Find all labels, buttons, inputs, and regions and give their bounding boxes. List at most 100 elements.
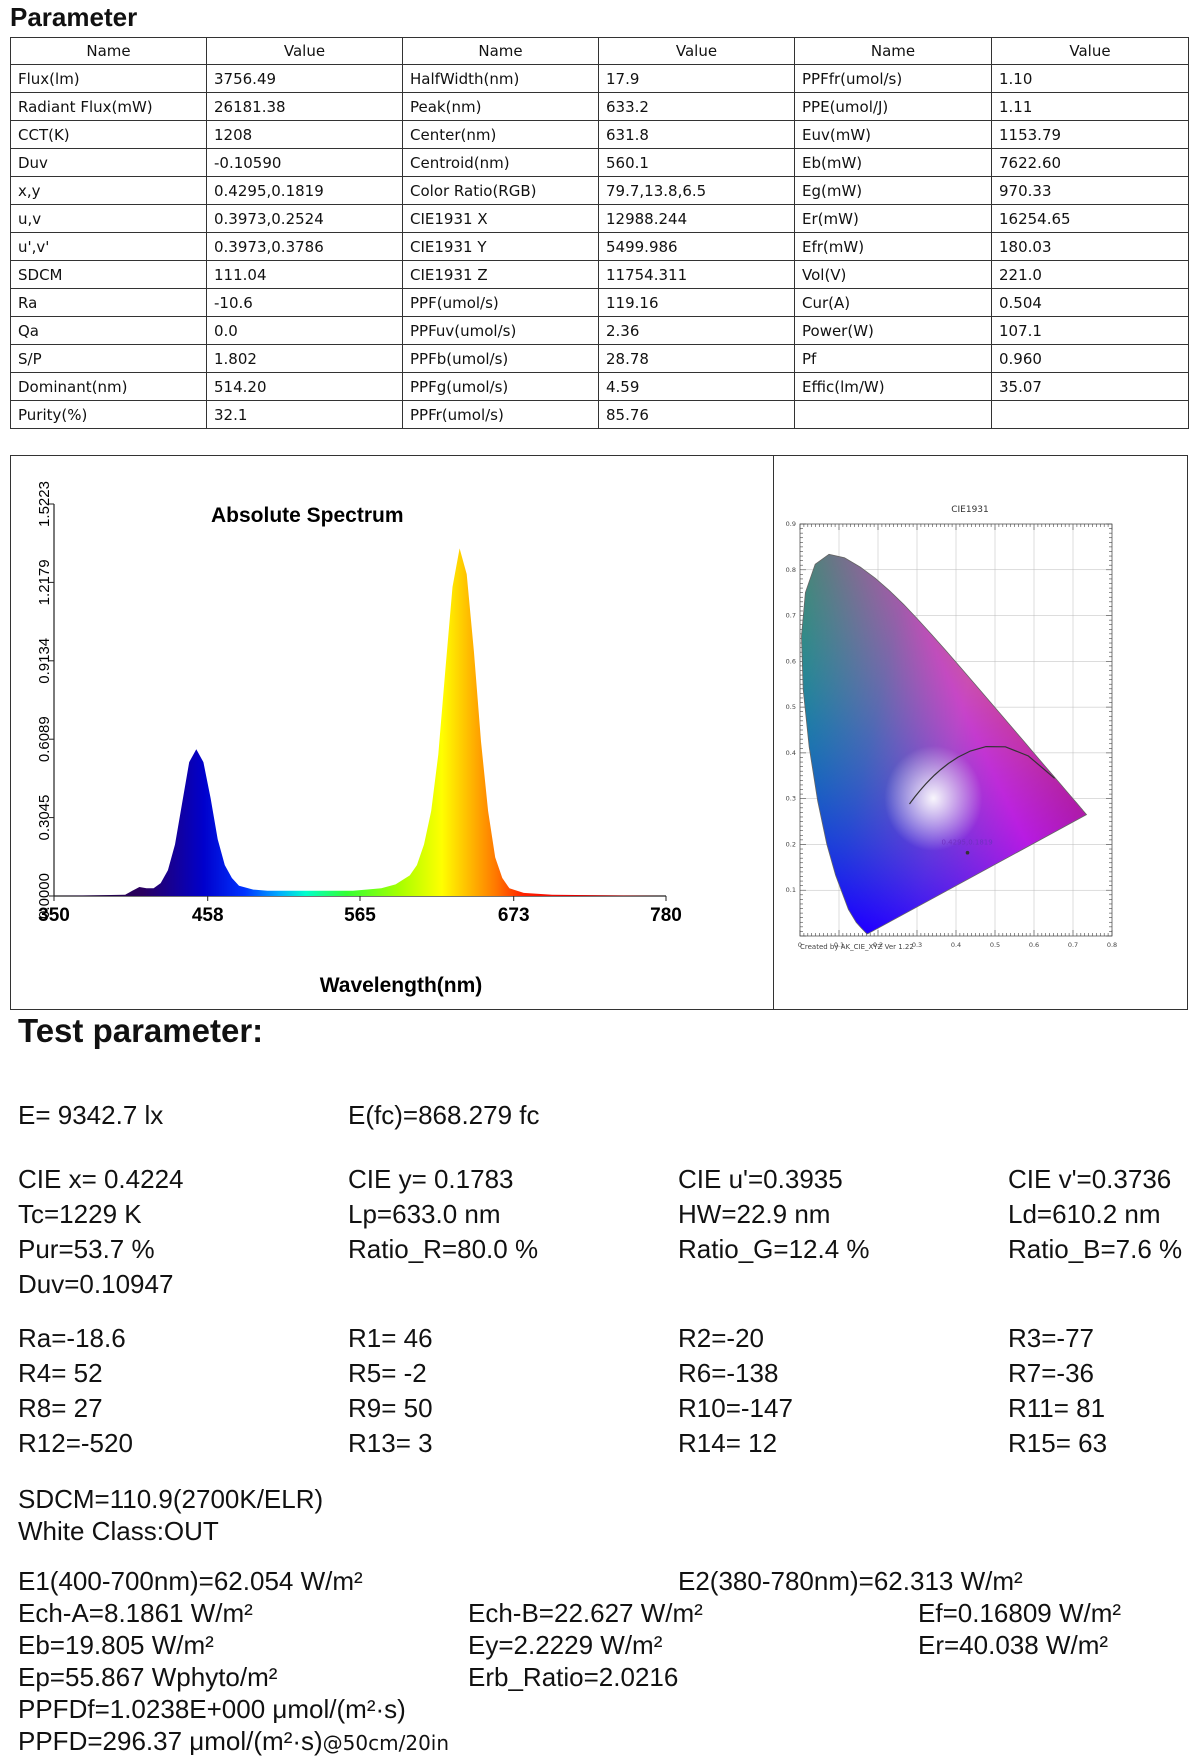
spectrum-x-axis-label: Wavelength(nm) [320, 974, 483, 997]
cie-v-value: CIE v'=0.3736 [1008, 1164, 1172, 1194]
param-value-cell: 79.7,13.8,6.5 [598, 176, 795, 205]
param-name-cell: PPF(umol/s) [402, 288, 599, 317]
param-value-cell: 0.0 [206, 316, 403, 345]
r5-value: R5= -2 [348, 1358, 427, 1388]
param-value-cell: 2.36 [598, 316, 795, 345]
param-value-cell: -0.10590 [206, 148, 403, 177]
param-value-cell: 3756.49 [206, 64, 403, 93]
table-row: u,v 0.3973,0.2524 CIE1931 X 12988.244 Er(mW)… [10, 204, 1189, 233]
param-name-cell [794, 400, 992, 429]
param-name-cell: Centroid(nm) [402, 148, 599, 177]
param-name-cell: PPFuv(umol/s) [402, 316, 599, 345]
param-name-cell: x,y [10, 176, 207, 205]
table-row: S/P 1.802 PPFb(umol/s) 28.78 Pf 0.960 [10, 344, 1189, 373]
param-name-cell: PPFfr(umol/s) [794, 64, 992, 93]
ratio-r-value: Ratio_R=80.0 % [348, 1234, 539, 1264]
param-name-cell: CIE1931 Y [402, 232, 599, 261]
r8-value: R8= 27 [18, 1393, 103, 1423]
param-name-cell: Qa [10, 316, 207, 345]
parameter-table: Name Value Name Value Name Value Flux(lm… [10, 37, 1189, 429]
param-value-cell: 1.11 [991, 92, 1189, 121]
spectrum-x-tick-label: 565 [344, 905, 376, 926]
param-value-cell: 35.07 [991, 372, 1189, 401]
param-value-cell [991, 400, 1189, 429]
illuminance-fc: E(fc)=868.279 fc [348, 1100, 540, 1130]
cie-y-value: CIE y= 0.1783 [348, 1164, 514, 1194]
param-value-cell: 970.33 [991, 176, 1189, 205]
e2-value: E2(380-780nm)=62.313 W/m² [678, 1566, 1023, 1596]
param-name-cell: Pf [794, 344, 992, 373]
param-name-cell: Vol(V) [794, 260, 992, 289]
cie-title: CIE1931 [951, 505, 989, 515]
param-name-cell: PPFb(umol/s) [402, 344, 599, 373]
spectrum-x-tick-label: 673 [498, 905, 530, 926]
param-name-cell: SDCM [10, 260, 207, 289]
param-value-cell: 26181.38 [206, 92, 403, 121]
cie-point-label: 0.4295,0.1819 [942, 839, 993, 847]
param-value-cell: 0.504 [991, 288, 1189, 317]
sdcm-value: SDCM=110.9(2700K/ELR) [18, 1484, 324, 1514]
spectrum-chart: 350 458 565 673 780 0.0000 0.3045 0.6089 0.9134 1… [36, 481, 682, 997]
param-name-cell: Euv(mW) [794, 120, 992, 149]
param-name-cell: Er(mW) [794, 204, 992, 233]
table-row: Ra -10.6 PPF(umol/s) 119.16 Cur(A) 0.504 [10, 288, 1189, 317]
cie-y-tick-label: 0.7 [786, 612, 796, 620]
r14-value: R14= 12 [678, 1428, 778, 1458]
param-value-cell: 4.59 [598, 372, 795, 401]
cie-y-tick-label: 0.3 [786, 795, 796, 803]
param-name-cell: CIE1931 X [402, 204, 599, 233]
param-value-cell: 514.20 [206, 372, 403, 401]
r7-value: R7=-36 [1008, 1358, 1094, 1388]
param-value-cell: 11754.311 [598, 260, 795, 289]
table-row: u',v' 0.3973,0.3786 CIE1931 Y 5499.986 Efr(m… [10, 232, 1189, 261]
param-value-cell: 107.1 [991, 316, 1189, 345]
r12-value: R12=-520 [18, 1428, 133, 1458]
param-value-cell: 633.2 [598, 92, 795, 121]
lp-value: Lp=633.0 nm [348, 1199, 501, 1229]
param-name-cell: Color Ratio(RGB) [402, 176, 599, 205]
section-title: Parameter [10, 2, 138, 32]
param-value-cell: 221.0 [991, 260, 1189, 289]
column-header: Value [598, 37, 795, 65]
param-name-cell: Cur(A) [794, 288, 992, 317]
table-row: Dominant(nm) 514.20 PPFg(umol/s) 4.59 Effic(… [10, 372, 1189, 401]
spectrum-axes: 350 458 565 673 780 0.0000 0.3045 0.6089 0.9134 1… [36, 481, 682, 926]
ratio-g-value: Ratio_G=12.4 % [678, 1234, 870, 1264]
param-value-cell: 32.1 [206, 400, 403, 429]
param-name-cell: Ra [10, 288, 207, 317]
spectrum-x-tick-label: 350 [38, 905, 70, 926]
cie-x-tick-label: 0.7 [1068, 941, 1078, 949]
r13-value: R13= 3 [348, 1428, 433, 1458]
ef-value: Ef=0.16809 W/m² [918, 1598, 1122, 1628]
cie-chart: CIE1931 0 0.1 0.2 0.3 0.4 0.5 0.6 0.7 0.8 0.1 0.2 0… [786, 505, 1118, 951]
illuminance-lx: E= 9342.7 lx [18, 1100, 164, 1130]
r11-value: R11= 81 [1008, 1393, 1106, 1423]
param-value-cell: 111.04 [206, 260, 403, 289]
param-name-cell: PPE(umol/J) [794, 92, 992, 121]
cie-y-tick-label: 0.6 [786, 657, 796, 665]
param-name-cell: u',v' [10, 232, 207, 261]
cie-y-tick-label: 0.4 [786, 749, 796, 757]
param-value-cell: 631.8 [598, 120, 795, 149]
r4-value: R4= 52 [18, 1358, 103, 1388]
cie-x-tick-label: 0 [798, 941, 802, 949]
cie-x-tick-label: 0.2 [873, 941, 883, 949]
cie-y-tick-label: 0.8 [786, 566, 796, 574]
cie-footnote: Created by AK_CIE_XYZ Ver 1.22 [800, 943, 914, 951]
table-row: Flux(lm) 3756.49 HalfWidth(nm) 17.9 PPFfr(um… [10, 64, 1189, 93]
spectrum-chart-panel: 350 458 565 673 780 0.0000 0.3045 0.6089 0.9134 1… [10, 455, 774, 1010]
param-name-cell: PPFr(umol/s) [402, 400, 599, 429]
spectrum-y-tick-label: 0.3045 [36, 795, 53, 841]
cie-x-tick-label: 0.6 [1029, 941, 1039, 949]
ld-value: Ld=610.2 nm [1008, 1199, 1161, 1229]
param-name-cell: S/P [10, 344, 207, 373]
param-value-cell: 1.10 [991, 64, 1189, 93]
table-row: Purity(%) 32.1 PPFr(umol/s) 85.76 [10, 400, 1189, 429]
table-row: Radiant Flux(mW) 26181.38 Peak(nm) 633.2 PPE… [10, 92, 1189, 121]
param-value-cell: 28.78 [598, 344, 795, 373]
param-value-cell: -10.6 [206, 288, 403, 317]
duv-value: Duv=0.10947 [18, 1269, 174, 1299]
column-header: Name [794, 37, 992, 65]
test-parameter-title: Test parameter: [18, 1012, 264, 1049]
cie-diagram-panel: CIE1931 0 0.1 0.2 0.3 0.4 0.5 0.6 0.7 0.8 0.1 0.2 0… [774, 455, 1188, 1010]
